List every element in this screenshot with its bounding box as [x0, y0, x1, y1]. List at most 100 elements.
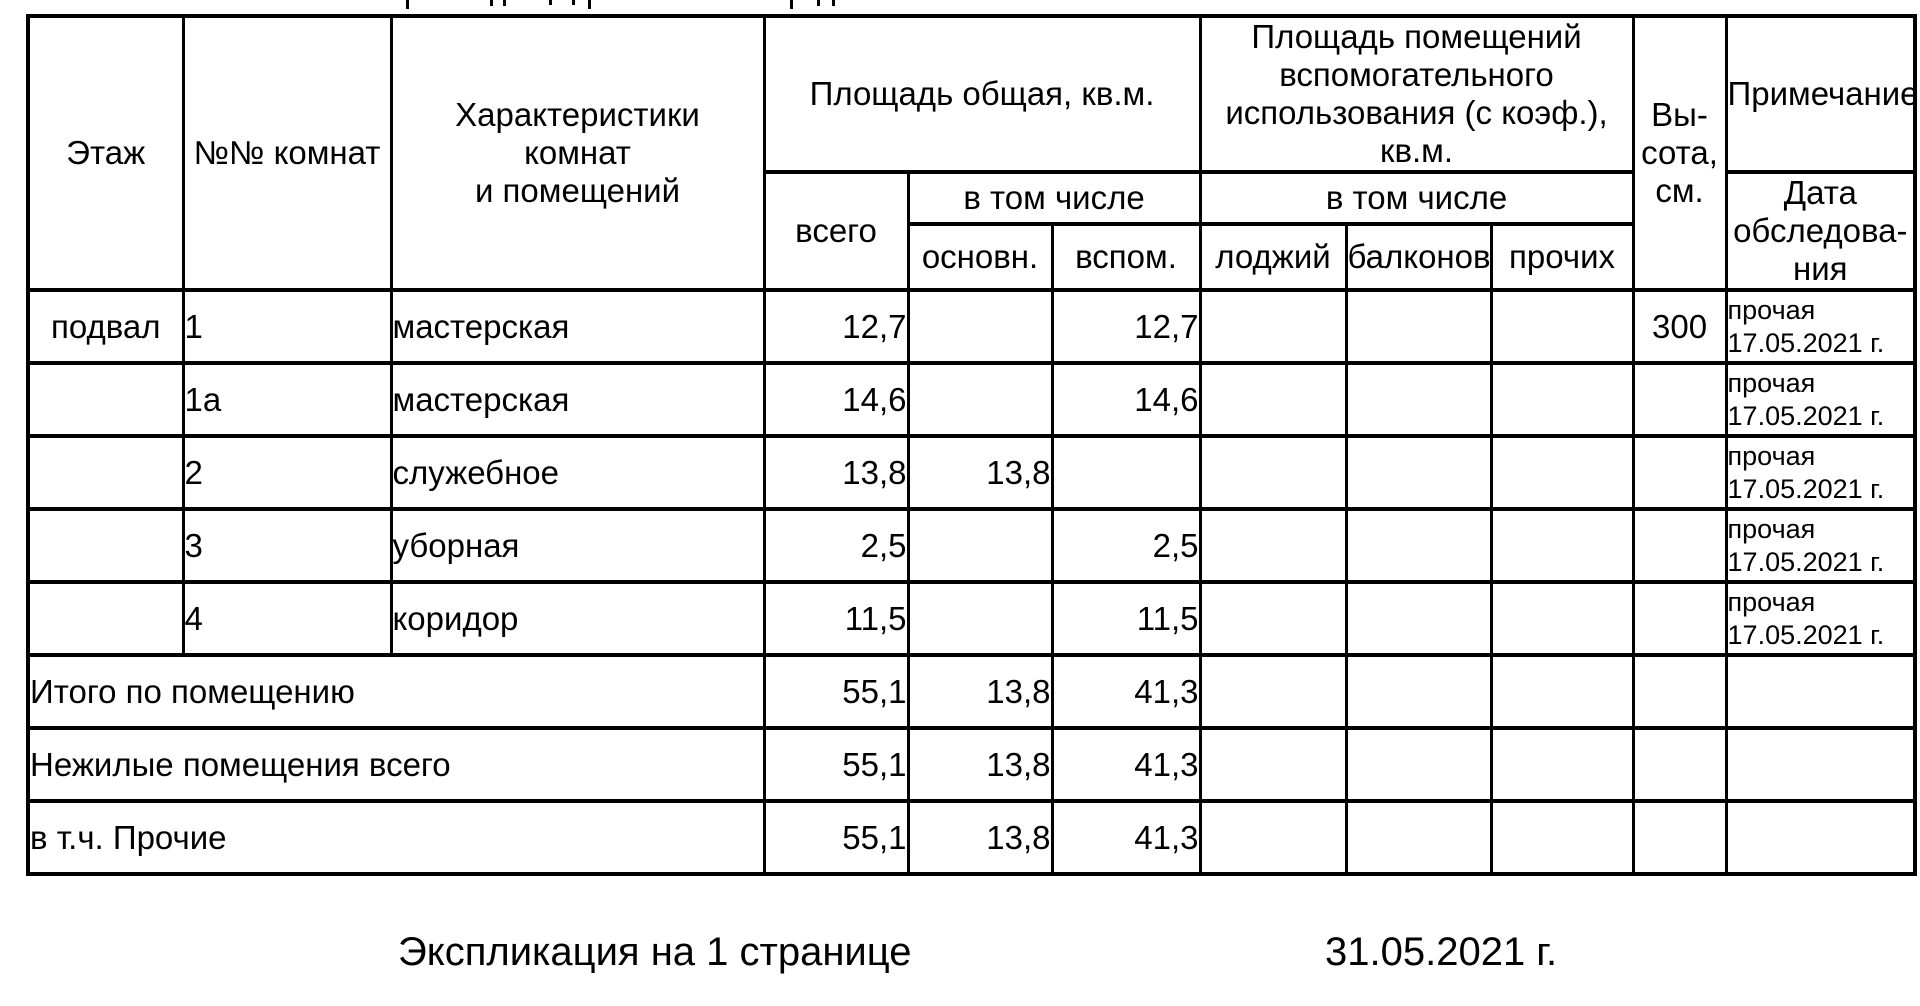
- cell-area-main: 13,8: [906, 799, 1054, 876]
- cell-area-main: [906, 361, 1054, 438]
- cell-area-total: 55,1: [762, 799, 910, 876]
- cell-note: прочая 17.05.2021 г.: [1724, 288, 1917, 365]
- cell-area-main: [906, 288, 1054, 365]
- cell-balcony: [1344, 653, 1493, 730]
- cell-other: [1489, 580, 1635, 657]
- cell-loggia: [1198, 434, 1348, 511]
- cell-room-name: мастерская: [389, 288, 766, 365]
- header-including-total: в том числе: [906, 170, 1202, 226]
- summary-row: в т.ч. Прочие 55,1 13,8 41,3: [26, 799, 1917, 876]
- header-total-area-group: Площадь общая, кв.м.: [762, 14, 1202, 174]
- cell-balcony: [1344, 361, 1493, 438]
- cell-height: [1631, 799, 1728, 876]
- cell-balcony: [1344, 799, 1493, 876]
- cell-height: [1631, 580, 1728, 657]
- cell-other: [1489, 726, 1635, 803]
- header-balconies: балконов: [1344, 222, 1493, 292]
- cell-loggia: [1198, 507, 1348, 584]
- table-row: подвал 1 мастерская 12,7 12,7 300 прочая…: [26, 288, 1917, 365]
- cell-balcony: [1344, 726, 1493, 803]
- cell-note: [1724, 799, 1917, 876]
- summary-label: в т.ч. Прочие: [26, 799, 766, 876]
- cell-balcony: [1344, 288, 1493, 365]
- cell-other: [1489, 434, 1635, 511]
- cell-height: [1631, 434, 1728, 511]
- cell-area-total: 2,5: [762, 507, 910, 584]
- cell-area-aux: 41,3: [1050, 653, 1202, 730]
- cell-area-aux: 41,3: [1050, 799, 1202, 876]
- cell-area-total: 55,1: [762, 726, 910, 803]
- cell-floor: [26, 507, 185, 584]
- cell-loggia: [1198, 653, 1348, 730]
- header-including-aux: в том числе: [1198, 170, 1635, 226]
- cell-area-total: 11,5: [762, 580, 910, 657]
- cell-loggia: [1198, 726, 1348, 803]
- cell-floor: [26, 361, 185, 438]
- header-auxiliary: вспом.: [1050, 222, 1202, 292]
- cell-floor: [26, 580, 185, 657]
- cell-height: [1631, 653, 1728, 730]
- cell-floor: [26, 434, 185, 511]
- header-loggias: лоджий: [1198, 222, 1348, 292]
- header-height: Вы- сота, см.: [1631, 14, 1728, 292]
- cell-note: прочая 17.05.2021 г.: [1724, 434, 1917, 511]
- cell-note: [1724, 653, 1917, 730]
- cell-note: прочая 17.05.2021 г.: [1724, 361, 1917, 438]
- cell-loggia: [1198, 580, 1348, 657]
- summary-row: Нежилые помещения всего 55,1 13,8 41,3: [26, 726, 1917, 803]
- cell-other: [1489, 361, 1635, 438]
- header-aux-area-group: Площадь помещений вспомогательного испол…: [1198, 14, 1635, 174]
- header-floor: Этаж: [26, 14, 185, 292]
- cell-area-total: 55,1: [762, 653, 910, 730]
- cell-room-name: мастерская: [389, 361, 766, 438]
- table-row: 3 уборная 2,5 2,5 прочая 17.05.2021 г.: [26, 507, 1917, 584]
- cell-loggia: [1198, 361, 1348, 438]
- header-main: основн.: [906, 222, 1054, 292]
- header-row-3: основн. вспом. лоджий балконов прочих: [28, 222, 1915, 292]
- cell-room-name: уборная: [389, 507, 766, 584]
- cell-balcony: [1344, 507, 1493, 584]
- summary-label: Нежилые помещения всего: [26, 726, 766, 803]
- cell-area-aux: 41,3: [1050, 726, 1202, 803]
- cell-room-number: 4: [181, 580, 393, 657]
- cell-room-name: служебное: [389, 434, 766, 511]
- cell-other: [1489, 507, 1635, 584]
- header-row-1: Этаж №№ комнат Характеристики комнат и п…: [26, 14, 1917, 292]
- cell-height: [1631, 726, 1728, 803]
- footer-pages-note: Экспликация на 1 странице: [398, 930, 912, 974]
- header-row-2: всего в том числе в том числе Дата обсле…: [28, 170, 1917, 292]
- cell-note: [1724, 726, 1917, 803]
- cell-note: прочая 17.05.2021 г.: [1724, 507, 1917, 584]
- cell-area-total: 12,7: [762, 288, 910, 365]
- cell-area-total: 13,8: [762, 434, 910, 511]
- cell-room-number: 3: [181, 507, 393, 584]
- cell-height: [1631, 361, 1728, 438]
- header-characteristics: Характеристики комнат и помещений: [389, 14, 766, 292]
- table-row: 4 коридор 11,5 11,5 прочая 17.05.2021 г.: [26, 580, 1917, 657]
- cell-area-aux: 14,6: [1050, 361, 1202, 438]
- header-note: Примечание: [1724, 14, 1917, 174]
- footer-date: 31.05.2021 г.: [1325, 930, 1558, 974]
- header-total: всего: [762, 170, 910, 292]
- cell-balcony: [1344, 580, 1493, 657]
- cell-area-main: [906, 507, 1054, 584]
- clipped-title-remnant: [0, 0, 1920, 12]
- cell-area-main: 13,8: [906, 653, 1054, 730]
- cell-other: [1489, 653, 1635, 730]
- table-row: 2 служебное 13,8 13,8 прочая 17.05.2021 …: [26, 434, 1917, 511]
- summary-row: Итого по помещению 55,1 13,8 41,3: [26, 653, 1917, 730]
- cell-room-number: 2: [181, 434, 393, 511]
- cell-other: [1489, 799, 1635, 876]
- cell-other: [1489, 288, 1635, 365]
- cell-room-name: коридор: [389, 580, 766, 657]
- table-row: 1а мастерская 14,6 14,6 прочая 17.05.202…: [26, 361, 1917, 438]
- cell-loggia: [1198, 799, 1348, 876]
- cell-floor: подвал: [26, 288, 185, 365]
- cell-room-number: 1а: [181, 361, 393, 438]
- cell-area-main: [906, 580, 1054, 657]
- cell-area-total: 14,6: [762, 361, 910, 438]
- cell-note: прочая 17.05.2021 г.: [1724, 580, 1917, 657]
- cell-area-main: 13,8: [906, 726, 1054, 803]
- cell-balcony: [1344, 434, 1493, 511]
